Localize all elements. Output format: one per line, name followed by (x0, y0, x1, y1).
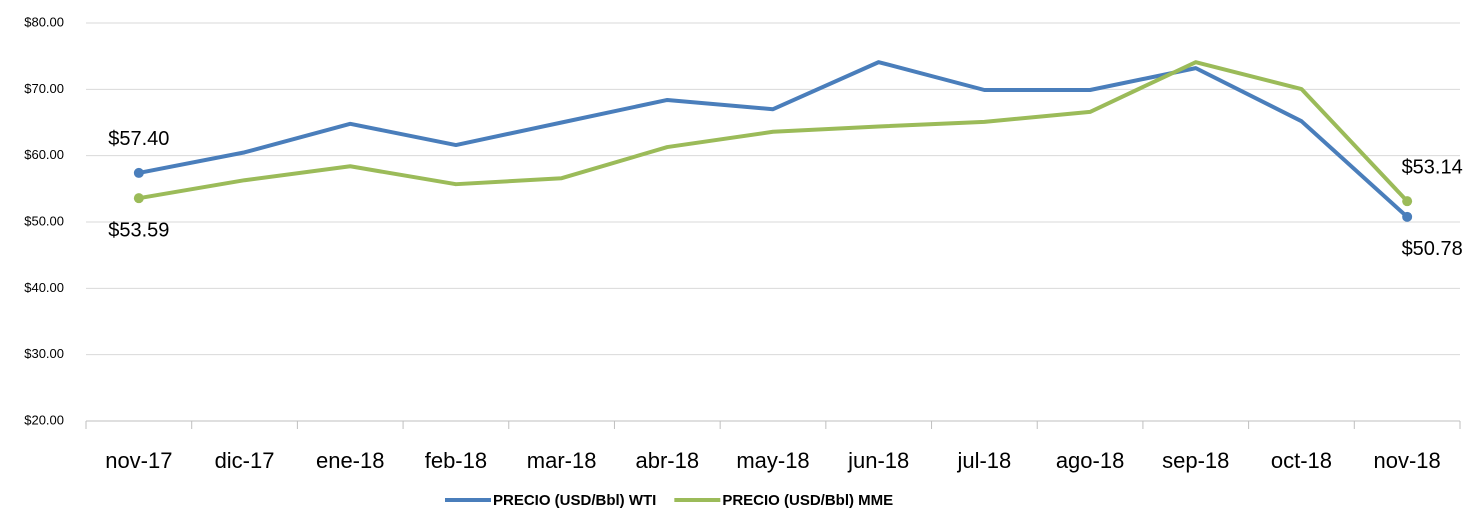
data-label: $53.59 (108, 219, 169, 241)
y-tick-label: $60.00 (24, 147, 64, 162)
legend-label: PRECIO (USD/Bbl) WTI (493, 492, 656, 509)
y-tick-label: $20.00 (24, 412, 64, 427)
x-tick-label: oct-18 (1271, 448, 1332, 473)
legend-label: PRECIO (USD/Bbl) MME (722, 492, 893, 509)
x-tick-label: nov-17 (105, 448, 172, 473)
series-line (138, 60, 1409, 219)
x-tick-label: mar-18 (527, 448, 597, 473)
point-marker (1402, 211, 1413, 222)
y-tick-label: $40.00 (24, 280, 64, 295)
x-tick-label: ago-18 (1056, 448, 1125, 473)
x-tick-label: dic-17 (215, 448, 275, 473)
x-tick-label: ene-18 (316, 448, 385, 473)
data-label: $50.78 (1402, 238, 1463, 260)
point-marker (133, 193, 144, 204)
point-marker (133, 167, 144, 178)
data-label: $53.14 (1402, 156, 1463, 178)
y-tick-label: $70.00 (24, 81, 64, 96)
point-marker (1402, 196, 1413, 207)
y-tick-label: $80.00 (24, 14, 64, 29)
x-tick-label: sep-18 (1162, 448, 1229, 473)
y-tick-label: $50.00 (24, 213, 64, 228)
x-tick-label: feb-18 (425, 448, 487, 473)
x-tick-label: abr-18 (636, 448, 700, 473)
x-tick-label: jun-18 (847, 448, 909, 473)
x-tick-label: may-18 (736, 448, 809, 473)
x-tick-label: nov-18 (1374, 448, 1441, 473)
x-tick-label: jul-18 (956, 448, 1011, 473)
data-label: $57.40 (108, 128, 169, 150)
y-tick-label: $30.00 (24, 346, 64, 361)
series-line (138, 60, 1409, 203)
